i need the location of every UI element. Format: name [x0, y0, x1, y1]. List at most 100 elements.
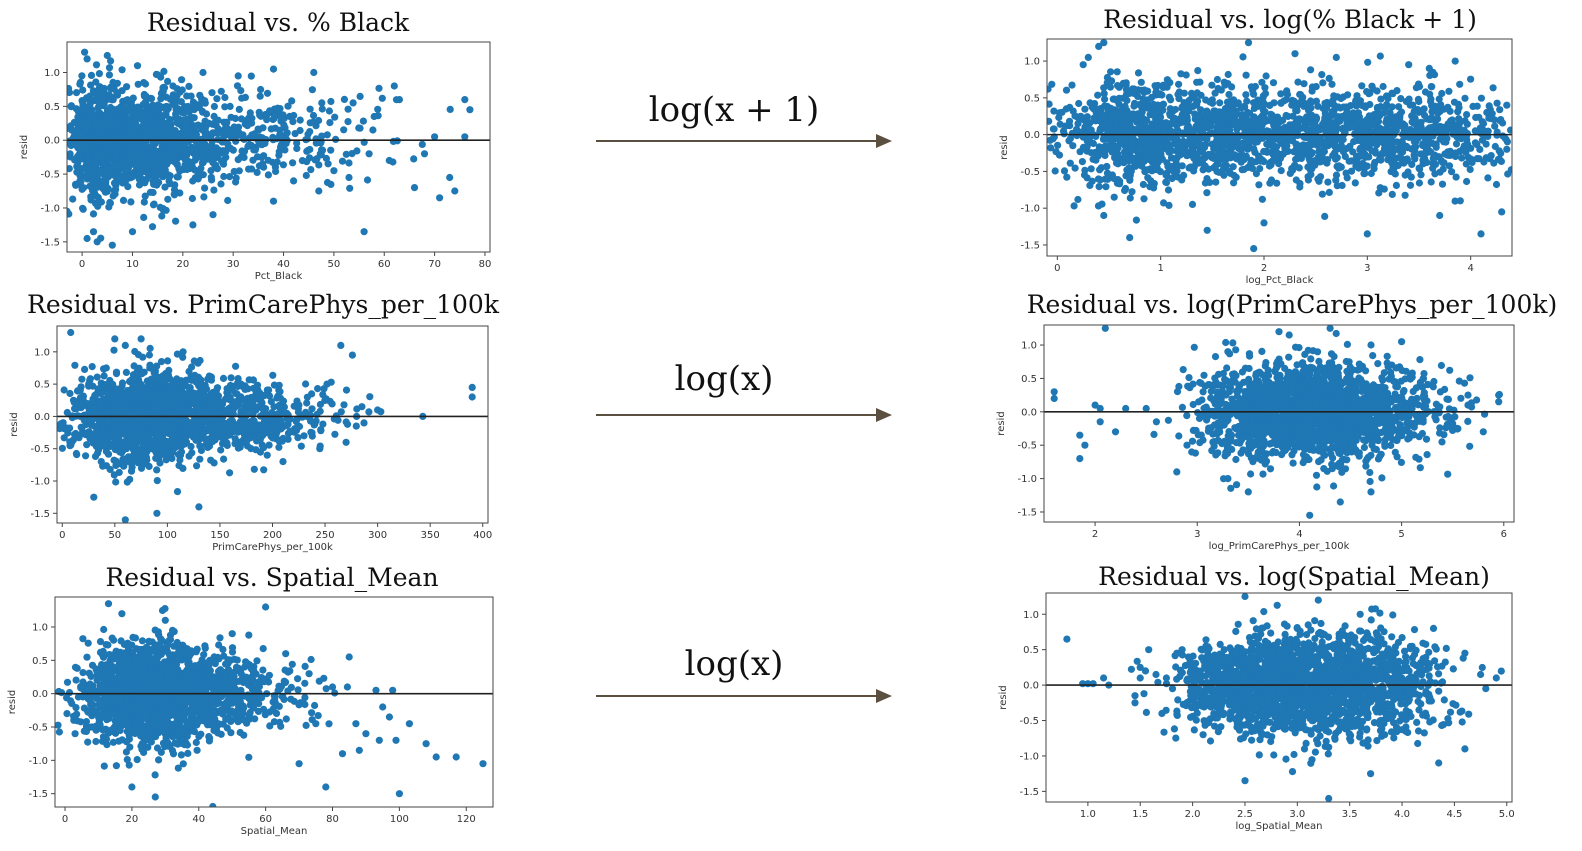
points-layer — [67, 48, 474, 249]
data-point — [133, 105, 141, 113]
data-point — [1475, 113, 1483, 121]
data-point — [349, 99, 357, 107]
data-point — [1146, 183, 1154, 191]
data-point — [1363, 230, 1371, 238]
data-point — [166, 143, 174, 151]
data-point — [1126, 175, 1134, 183]
data-point — [1486, 106, 1494, 114]
data-point — [1203, 189, 1211, 197]
data-point — [309, 111, 318, 120]
data-point — [69, 195, 77, 203]
data-point — [113, 79, 121, 87]
data-point — [1110, 174, 1118, 183]
data-point — [346, 184, 354, 192]
data-point — [1054, 141, 1062, 149]
data-point — [102, 447, 110, 455]
data-point — [1128, 146, 1136, 154]
data-point — [1443, 151, 1451, 159]
data-point — [1233, 110, 1241, 118]
data-point — [84, 149, 92, 157]
data-point — [217, 157, 226, 165]
data-point — [164, 77, 172, 85]
data-point — [1203, 135, 1211, 143]
data-point — [149, 101, 157, 109]
data-point — [147, 95, 156, 103]
data-point — [1355, 116, 1363, 124]
data-point — [159, 87, 167, 95]
data-point — [315, 187, 323, 195]
data-point — [327, 146, 335, 154]
data-point — [1178, 176, 1186, 184]
data-point — [1225, 152, 1233, 160]
data-point — [1462, 141, 1471, 149]
data-point — [76, 78, 84, 86]
data-point — [1330, 92, 1338, 100]
data-point — [1116, 180, 1124, 188]
data-point — [1193, 78, 1201, 86]
data-point — [1435, 95, 1443, 103]
data-point — [157, 146, 166, 154]
data-point — [1208, 113, 1216, 121]
data-point — [1382, 103, 1390, 111]
data-point — [1214, 84, 1222, 93]
data-point — [363, 176, 372, 184]
data-point — [255, 137, 263, 145]
data-point — [289, 159, 297, 167]
data-point — [150, 180, 158, 188]
points-layer — [1047, 39, 1512, 253]
data-point — [1261, 132, 1269, 140]
data-point — [1278, 137, 1286, 145]
data-point — [1230, 171, 1238, 180]
data-point — [245, 165, 253, 173]
data-point — [177, 448, 186, 456]
data-point — [1083, 113, 1091, 121]
data-point — [229, 133, 237, 141]
data-point — [83, 55, 91, 63]
data-point — [1294, 78, 1302, 86]
data-point — [67, 84, 73, 93]
data-point — [1478, 127, 1486, 135]
data-point — [1071, 112, 1079, 120]
data-point — [1330, 140, 1338, 148]
data-point — [1110, 193, 1118, 201]
data-point — [72, 429, 80, 438]
data-point — [152, 70, 160, 78]
transform-label: log(x) — [674, 359, 774, 399]
data-point — [1332, 53, 1340, 61]
data-point — [102, 364, 110, 372]
data-point — [1115, 109, 1123, 117]
data-point — [74, 113, 82, 121]
data-point — [288, 97, 296, 105]
data-point — [80, 416, 88, 424]
data-point — [217, 180, 225, 188]
data-point — [107, 57, 115, 65]
data-point — [1086, 99, 1094, 107]
data-point — [1103, 169, 1112, 177]
data-point — [123, 409, 131, 418]
data-point — [1431, 154, 1439, 162]
data-point — [344, 105, 352, 113]
data-point — [1370, 111, 1378, 119]
x-tick-label: 0 — [79, 259, 85, 270]
data-point — [264, 171, 272, 179]
data-point — [1273, 179, 1281, 187]
data-point — [1113, 135, 1121, 143]
data-point — [188, 194, 196, 203]
data-point — [1074, 120, 1082, 128]
data-point — [1084, 53, 1092, 61]
data-point — [185, 107, 193, 116]
data-point — [1348, 123, 1356, 131]
data-point — [85, 430, 93, 439]
data-point — [1401, 171, 1409, 179]
data-point — [1349, 148, 1357, 156]
x-tick-label: 60 — [378, 259, 391, 270]
data-point — [1094, 105, 1103, 113]
data-point — [217, 87, 225, 95]
data-point — [79, 86, 87, 94]
data-point — [138, 149, 146, 158]
data-point — [1108, 147, 1116, 155]
data-point — [1313, 126, 1322, 134]
data-point — [110, 346, 118, 354]
data-point — [1414, 123, 1422, 131]
data-point — [1087, 165, 1095, 173]
